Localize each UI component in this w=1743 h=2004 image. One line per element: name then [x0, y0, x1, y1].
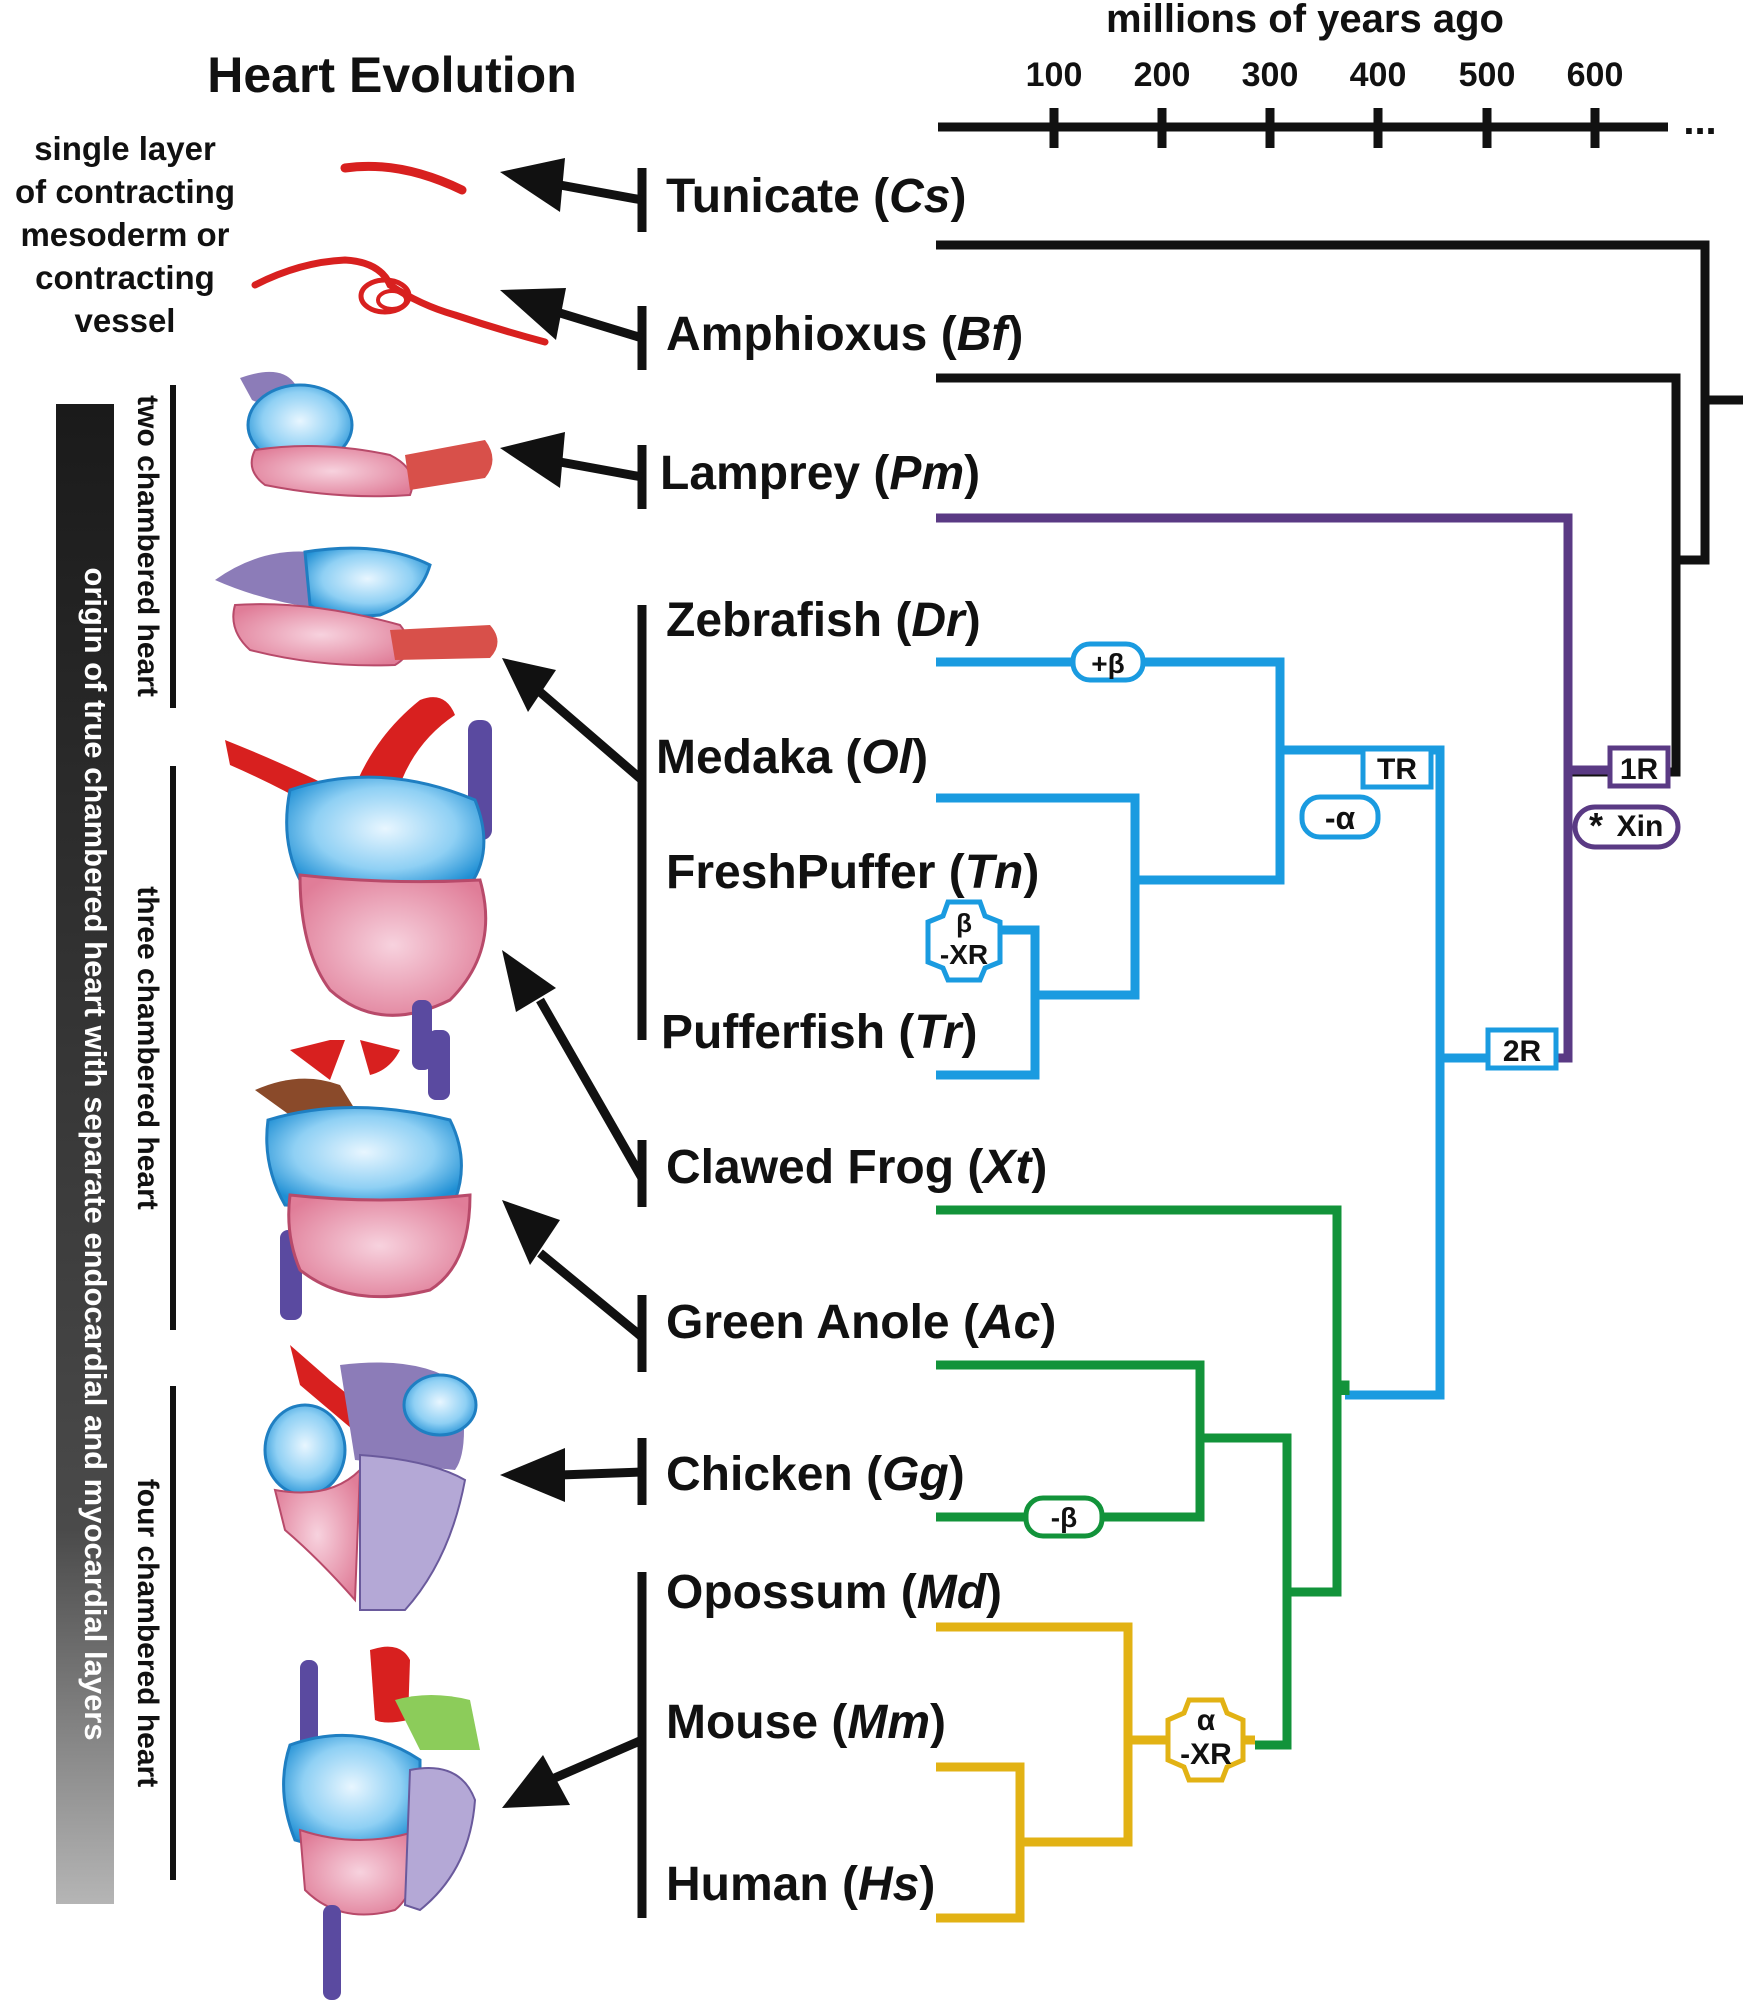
species-label: Chicken (Gg) — [666, 1448, 965, 1501]
opossum-branch — [936, 1622, 1133, 1847]
three-chamber-label: three chambered heart — [131, 886, 164, 1209]
tunicate-branch — [936, 240, 1710, 400]
species-label: Zebrafish (Dr) — [666, 594, 981, 647]
origin-sidebar — [56, 404, 114, 1904]
amphioxus-heart — [251, 256, 549, 346]
species-label: Pufferfish (Tr) — [661, 1006, 977, 1059]
plus-beta-label: +β — [1091, 648, 1124, 679]
species-label: Human (Hs) — [666, 1858, 935, 1911]
species-label: Clawed Frog (Xt) — [666, 1141, 1047, 1194]
alpha-xr-top-label: α — [1197, 1704, 1216, 1737]
frog-heart — [225, 697, 492, 1070]
two-r-label: 2R — [1503, 1035, 1542, 1068]
axis-continuation: ... — [1683, 99, 1716, 143]
axis-tick-label: 300 — [1242, 56, 1299, 94]
axis-tick-label: 100 — [1026, 56, 1083, 94]
chamber-brackets: two chambered heart three chambered hear… — [131, 385, 176, 1880]
xin-box — [1572, 804, 1681, 850]
species-label: Medaka (Ol) — [656, 731, 928, 784]
minus-beta-box — [1023, 1495, 1105, 1539]
svg-text:of contracting: of contracting — [15, 173, 235, 210]
beta-xr-bottom-label: -XR — [940, 939, 988, 970]
tunicate-heart — [340, 161, 467, 195]
xin-star-icon: * — [1589, 805, 1603, 846]
four-chamber-label: four chambered heart — [131, 1479, 164, 1787]
one-r-box — [1607, 745, 1671, 789]
phylogenetic-tree — [936, 240, 1743, 1923]
minus-beta-label: -β — [1051, 1502, 1077, 1533]
axis-tick-label: 200 — [1134, 56, 1191, 94]
alpha-xr-bottom-label: -XR — [1180, 1738, 1232, 1771]
lamprey-heart — [240, 371, 493, 498]
two-chamber-label: two chambered heart — [131, 395, 164, 697]
zebrafish-heart — [215, 546, 498, 667]
chicken-heart — [263, 1345, 478, 1611]
svg-text:single layer: single layer — [34, 130, 216, 167]
beta-xr-box — [925, 899, 1003, 983]
early-heart-label: single layer of contracting mesoderm or … — [15, 130, 235, 339]
heart-illustrations — [215, 161, 549, 2000]
species-label: Lamprey (Pm) — [660, 447, 980, 500]
page-title: Heart Evolution — [207, 47, 576, 103]
axis-tick-label: 500 — [1459, 56, 1516, 94]
svg-text:vessel: vessel — [75, 302, 176, 339]
mammal-heart — [282, 1646, 480, 2000]
time-axis: millions of years ago 100 200 300 400 50… — [938, 0, 1717, 148]
svg-text:mesoderm or: mesoderm or — [20, 216, 229, 253]
tr-box — [1360, 746, 1434, 790]
axis-label: millions of years ago — [1106, 0, 1504, 41]
tr-label: TR — [1377, 753, 1417, 786]
xin-label: Xin — [1617, 810, 1664, 843]
species-label: Green Anole (Ac) — [666, 1296, 1056, 1349]
frog-branch — [936, 1205, 1342, 1597]
axis-tick-label: 400 — [1350, 56, 1407, 94]
species-label: Mouse (Mm) — [666, 1696, 946, 1749]
event-markers: 1R * Xin 2R TR -α +β β -XR -β α -XR — [925, 641, 1681, 1783]
svg-text:contracting: contracting — [35, 259, 215, 296]
anole-heart — [255, 1030, 472, 1320]
species-label: Tunicate (Cs) — [666, 170, 966, 223]
puffer-clade-branch — [1135, 750, 1285, 885]
minus-alpha-label: -α — [1325, 800, 1356, 836]
species-label: Opossum (Md) — [666, 1566, 1002, 1619]
species-label: FreshPuffer (Tn) — [666, 846, 1039, 899]
link-arrows — [500, 158, 647, 1918]
minus-alpha-box — [1299, 794, 1381, 840]
amniote-branch — [1200, 1433, 1292, 1750]
mouse-human-branch — [936, 1762, 1025, 1923]
tetrapod-link — [1337, 1380, 1350, 1395]
fish-branch — [936, 657, 1445, 1400]
one-r-branch — [1570, 560, 1681, 777]
species-labels: Tunicate (Cs) Amphioxus (Bf) Lamprey (Pm… — [656, 170, 1056, 1911]
medaka-branch — [936, 793, 1140, 1000]
amphioxus-branch — [936, 373, 1743, 565]
species-label: Amphioxus (Bf) — [666, 308, 1023, 361]
axis-tick-label: 600 — [1567, 56, 1624, 94]
origin-sidebar-label: origin of true chambered heart with sepa… — [78, 567, 113, 1740]
plus-beta-box — [1070, 641, 1146, 683]
alpha-xr-box — [1165, 1697, 1246, 1783]
beta-xr-top-label: β — [956, 908, 972, 938]
one-r-label: 1R — [1620, 753, 1659, 786]
two-r-box — [1485, 1027, 1559, 1071]
anole-chicken-branch — [936, 1360, 1205, 1522]
